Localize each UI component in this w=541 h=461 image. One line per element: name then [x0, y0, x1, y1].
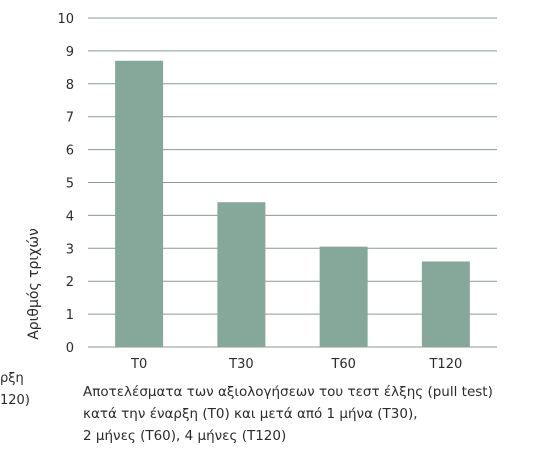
y-tick-label: 5	[66, 177, 74, 192]
bar-t0	[115, 60, 164, 348]
x-tick-labels: T0 T30 T60 T120	[130, 357, 462, 372]
y-tick-label: 1	[66, 308, 74, 323]
y-tick-label: 2	[66, 275, 74, 290]
y-tick-label: 4	[66, 209, 74, 224]
y-axis-label: Αριθμός τριχών	[26, 228, 42, 340]
y-tick-label: 6	[66, 144, 74, 159]
caption-line-1: Αποτελέσματα των αξιολογήσεων του τεστ έ…	[83, 384, 493, 400]
x-tick-label: T60	[330, 357, 355, 372]
y-tick-label: 9	[66, 45, 74, 60]
y-tick-label: 0	[66, 341, 74, 356]
figure-caption: Αποτελέσματα των αξιολογήσεων του τεστ έ…	[83, 381, 538, 447]
y-tick-label: 7	[66, 111, 74, 126]
x-tick-label: T120	[428, 357, 462, 372]
y-tick-label: 8	[66, 78, 74, 93]
x-tick-label: T30	[228, 357, 253, 372]
bar-chart: 0 1 2 3 4 5 6 7 8 9 10 T0 T30 T60 T120 Αριθμός τριχών	[26, 12, 497, 372]
caption-line-3: 2 μήνες (T60), 4 μήνες (T120)	[83, 428, 287, 444]
y-tick-label: 3	[66, 242, 74, 257]
caption-line-2: κατά την έναρξη (T0) και μετά από 1 μήνα…	[83, 406, 418, 422]
cropped-caption-line-2: 120)	[0, 393, 30, 408]
bar-t30	[217, 202, 266, 347]
bars	[115, 60, 470, 348]
bar-t120	[421, 261, 470, 347]
y-tick-labels: 0 1 2 3 4 5 6 7 8 9 10	[57, 12, 74, 356]
x-tick-label: T0	[130, 357, 147, 372]
y-tick-label: 10	[57, 12, 74, 27]
cropped-caption-line-1: ρξη	[0, 371, 24, 386]
bar-t60	[319, 246, 368, 347]
